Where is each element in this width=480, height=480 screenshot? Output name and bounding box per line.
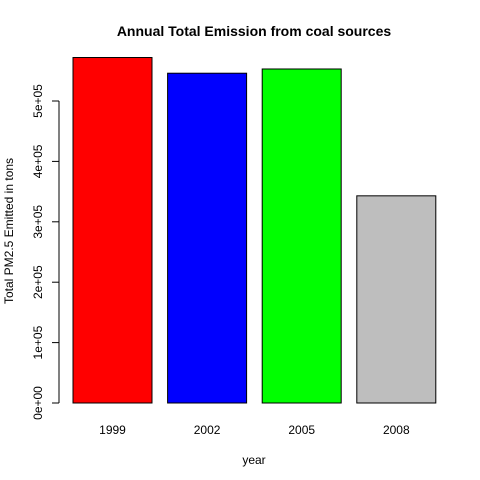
bar-2005 xyxy=(261,68,342,404)
x-tick-label: 2002 xyxy=(194,423,221,437)
chart-title: Annual Total Emission from coal sources xyxy=(117,23,392,39)
bar-2002 xyxy=(167,72,248,404)
x-tick-labels: 1999 2002 2005 2008 xyxy=(99,423,410,437)
y-tick-label: 1e+05 xyxy=(31,325,45,359)
y-axis: 0e+00 1e+05 2e+05 3e+05 4e+05 5e+05 xyxy=(31,84,60,420)
x-tick-label: 1999 xyxy=(99,423,126,437)
bars-group xyxy=(72,57,437,404)
y-tick-label: 4e+05 xyxy=(31,144,45,178)
y-tick-label: 5e+05 xyxy=(31,84,45,118)
x-tick-label: 2008 xyxy=(383,423,410,437)
x-tick-label: 2005 xyxy=(288,423,315,437)
bar-1999 xyxy=(72,57,153,404)
y-tick-label: 3e+05 xyxy=(31,205,45,239)
y-tick-label: 0e+00 xyxy=(31,386,45,420)
y-tick-label: 2e+05 xyxy=(31,265,45,299)
y-axis-label: Total PM2.5 Emitted in tons xyxy=(2,158,16,304)
x-axis-label: year xyxy=(242,453,265,467)
bar-2008 xyxy=(356,195,437,404)
